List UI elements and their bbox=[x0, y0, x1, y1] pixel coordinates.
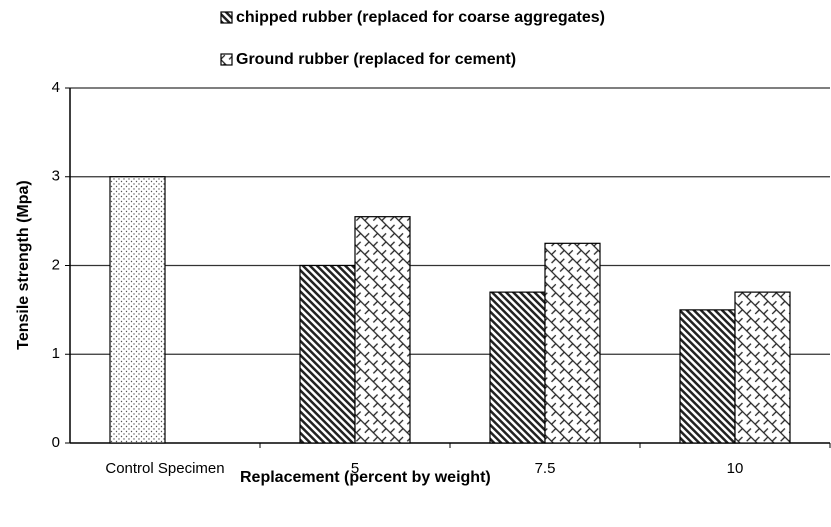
y-tick-label: 4 bbox=[52, 79, 60, 96]
bar bbox=[354, 216, 411, 444]
bar bbox=[679, 309, 736, 444]
x-tick-label: Control Specimen bbox=[105, 460, 224, 477]
bar bbox=[299, 264, 356, 444]
y-axis-label: Tensile strength (Mpa) bbox=[15, 180, 32, 350]
legend-swatch bbox=[220, 53, 233, 66]
bar bbox=[489, 291, 546, 444]
x-tick-label: 10 bbox=[727, 460, 744, 477]
legend-label: Ground rubber (replaced for cement) bbox=[236, 51, 516, 68]
x-axis-label: Replacement (percent by weight) bbox=[240, 469, 491, 486]
x-tick-label: 5 bbox=[351, 460, 359, 477]
y-tick-label: 3 bbox=[52, 168, 60, 185]
bar bbox=[734, 291, 791, 444]
legend-label: chipped rubber (replaced for coarse aggr… bbox=[236, 9, 605, 26]
x-tick-label: 7.5 bbox=[535, 460, 556, 477]
bar bbox=[544, 242, 601, 444]
y-tick-label: 0 bbox=[52, 434, 60, 451]
legend-swatch bbox=[220, 11, 233, 24]
bar bbox=[109, 176, 166, 444]
y-tick-label: 1 bbox=[52, 345, 60, 362]
y-tick-label: 2 bbox=[52, 256, 60, 273]
